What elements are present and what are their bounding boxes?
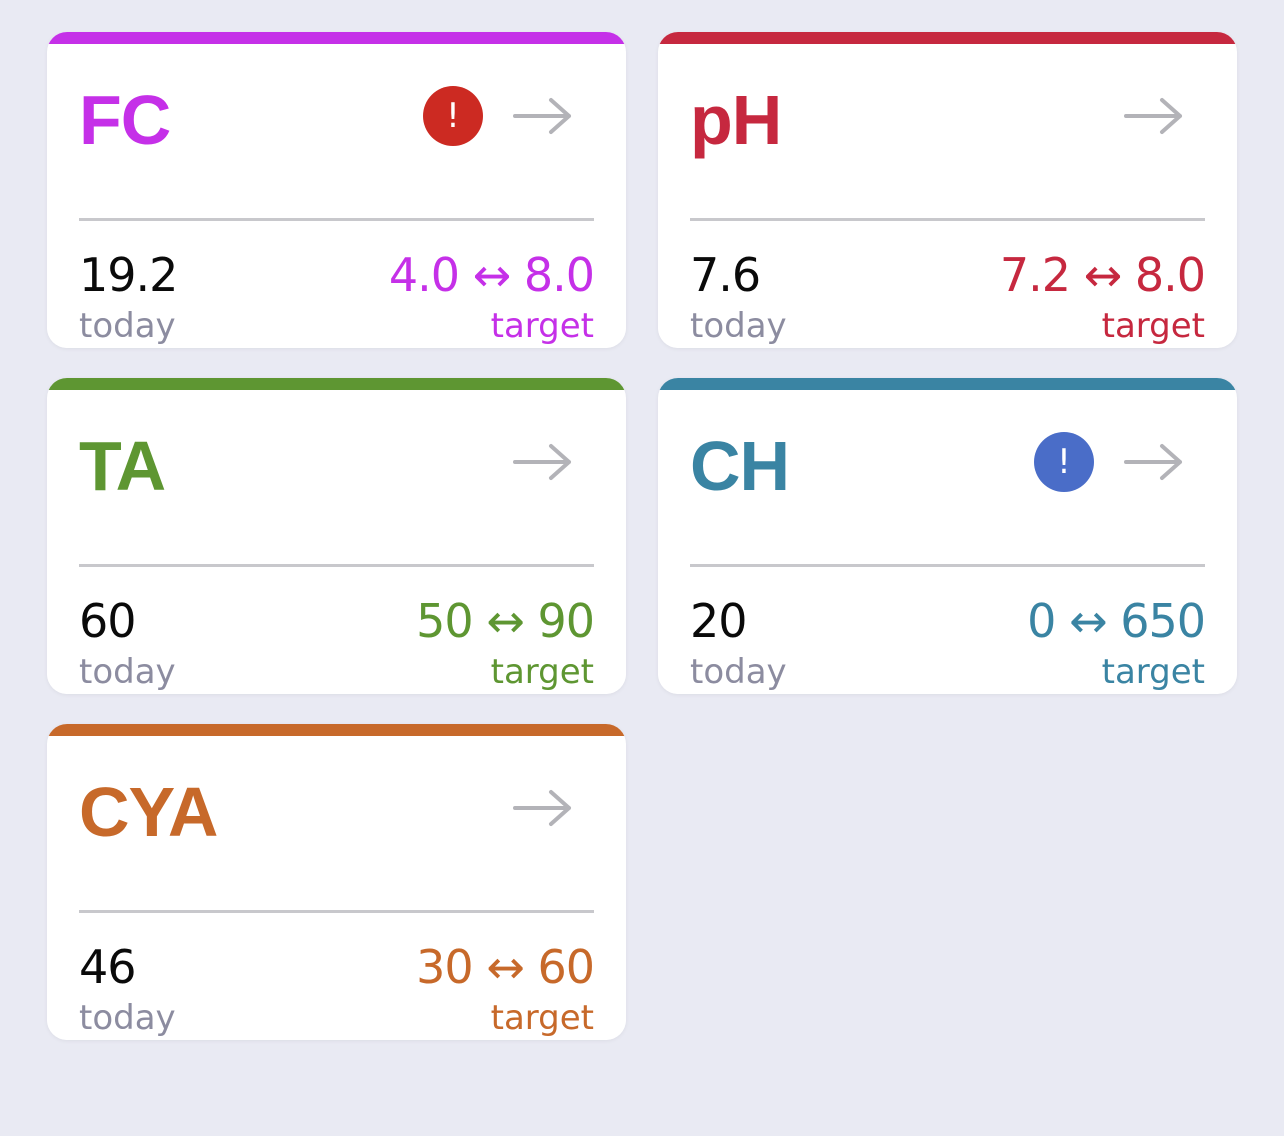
metric-card-ph[interactable]: pH 7.6 today 7.2 ↔ 8.0 target — [658, 32, 1237, 348]
divider — [79, 564, 594, 567]
card-accent-bar — [658, 32, 1237, 44]
divider — [690, 564, 1205, 567]
right-arrow-icon[interactable] — [1122, 94, 1186, 138]
today-value: 7.6 — [690, 248, 761, 302]
alert-icon[interactable]: ! — [423, 86, 483, 146]
today-label: today — [690, 306, 787, 346]
today-label: today — [690, 652, 787, 692]
metric-title: CYA — [79, 773, 218, 851]
card-body: FC ! 19.2 today 4.0 ↔ 8.0 target — [47, 44, 626, 348]
today-label: today — [79, 998, 176, 1038]
target-range: 4.0 ↔ 8.0 — [388, 248, 595, 302]
metric-title: FC — [79, 81, 171, 159]
today-value: 46 — [79, 940, 137, 994]
target-label: target — [1101, 652, 1205, 692]
card-body: pH 7.6 today 7.2 ↔ 8.0 target — [658, 44, 1237, 348]
metric-title: CH — [690, 427, 790, 505]
metric-card-fc[interactable]: FC ! 19.2 today 4.0 ↔ 8.0 target — [47, 32, 626, 348]
alert-icon[interactable]: ! — [1034, 432, 1094, 492]
target-range: 50 ↔ 90 — [416, 594, 595, 648]
card-accent-bar — [658, 378, 1237, 390]
today-value: 20 — [690, 594, 748, 648]
target-range: 0 ↔ 650 — [1027, 594, 1206, 648]
right-arrow-icon[interactable] — [511, 94, 575, 138]
target-label: target — [1101, 306, 1205, 346]
target-range: 30 ↔ 60 — [416, 940, 595, 994]
target-label: target — [490, 998, 594, 1038]
card-accent-bar — [47, 378, 626, 390]
metric-card-ta[interactable]: TA 60 today 50 ↔ 90 target — [47, 378, 626, 694]
divider — [79, 910, 594, 913]
right-arrow-icon[interactable] — [511, 786, 575, 830]
today-label: today — [79, 306, 176, 346]
metric-title: TA — [79, 427, 166, 505]
card-accent-bar — [47, 32, 626, 44]
metric-title: pH — [690, 81, 782, 159]
target-label: target — [490, 306, 594, 346]
card-body: CH ! 20 today 0 ↔ 650 target — [658, 390, 1237, 694]
metric-card-ch[interactable]: CH ! 20 today 0 ↔ 650 target — [658, 378, 1237, 694]
target-range: 7.2 ↔ 8.0 — [999, 248, 1206, 302]
metric-card-cya[interactable]: CYA 46 today 30 ↔ 60 target — [47, 724, 626, 1040]
right-arrow-icon[interactable] — [1122, 440, 1186, 484]
card-body: TA 60 today 50 ↔ 90 target — [47, 390, 626, 694]
today-label: today — [79, 652, 176, 692]
right-arrow-icon[interactable] — [511, 440, 575, 484]
today-value: 60 — [79, 594, 137, 648]
card-body: CYA 46 today 30 ↔ 60 target — [47, 736, 626, 1040]
divider — [690, 218, 1205, 221]
divider — [79, 218, 594, 221]
target-label: target — [490, 652, 594, 692]
today-value: 19.2 — [79, 248, 178, 302]
card-accent-bar — [47, 724, 626, 736]
